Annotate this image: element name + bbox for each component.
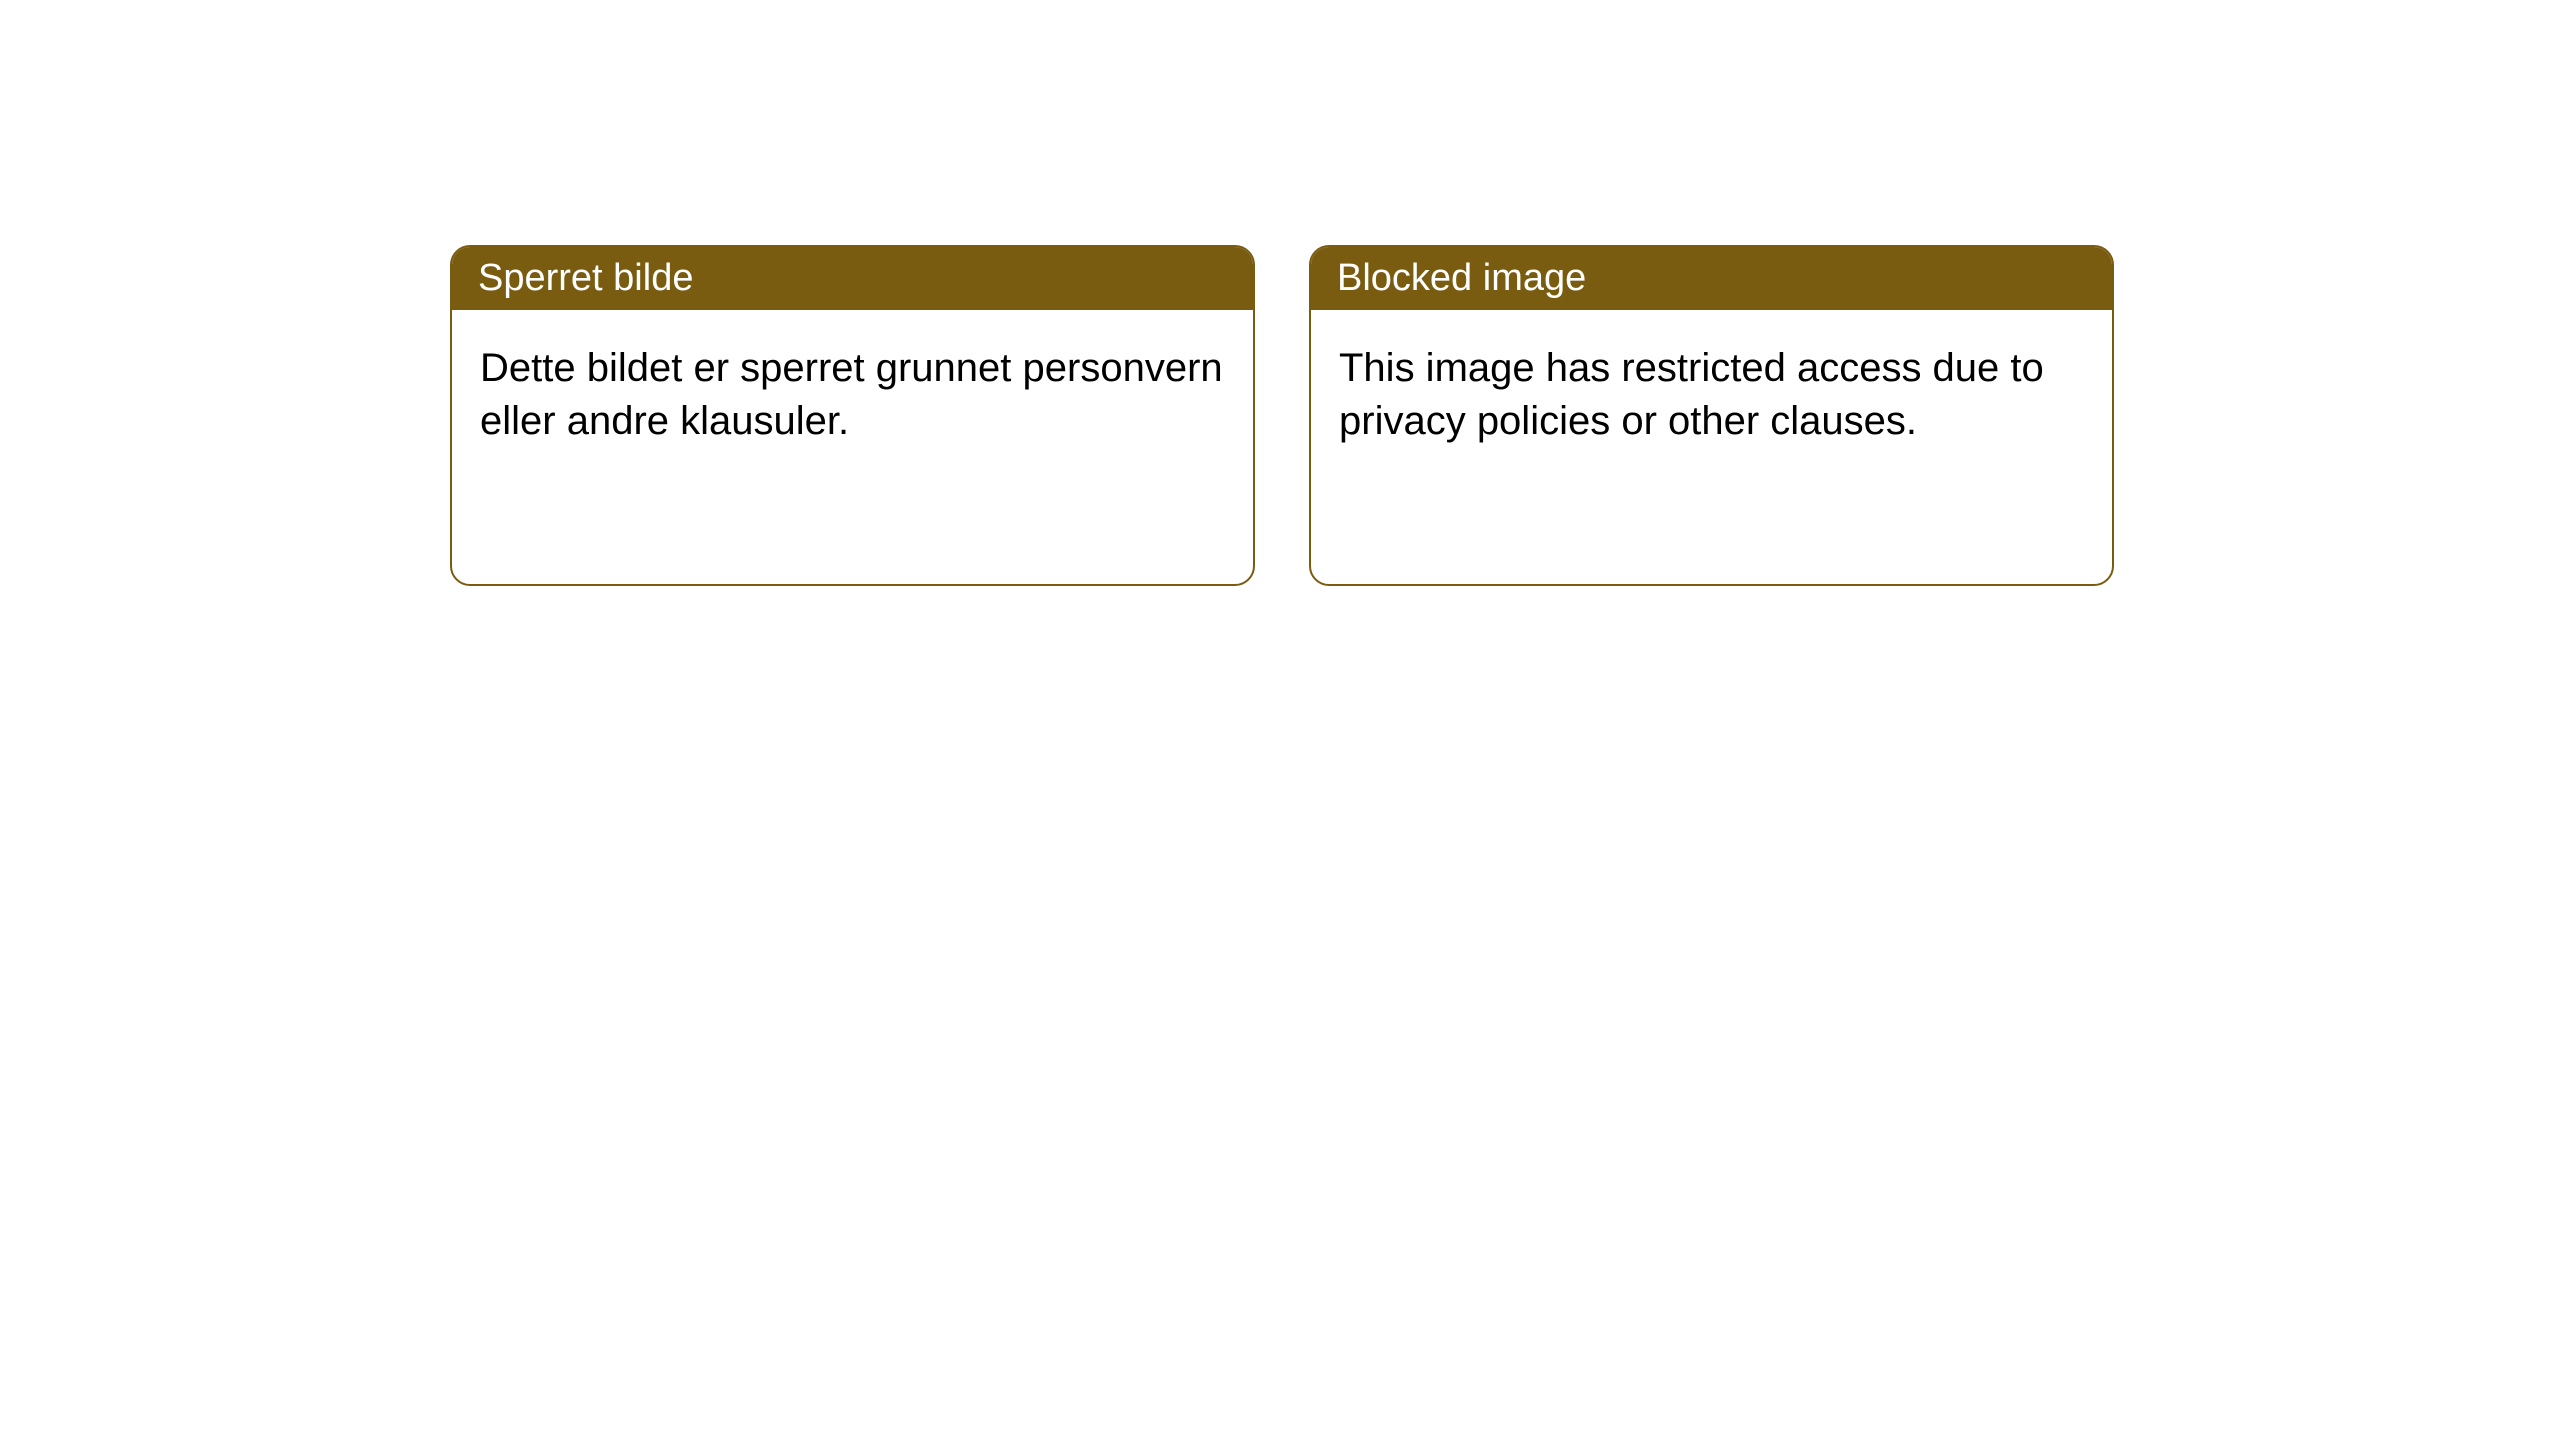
notice-card-header: Blocked image — [1311, 247, 2112, 310]
notice-card-header: Sperret bilde — [452, 247, 1253, 310]
notice-card-english: Blocked image This image has restricted … — [1309, 245, 2114, 586]
notice-message: Dette bildet er sperret grunnet personve… — [480, 346, 1223, 443]
notice-title: Blocked image — [1337, 257, 1586, 299]
notice-card-norwegian: Sperret bilde Dette bildet er sperret gr… — [450, 245, 1255, 586]
notice-title: Sperret bilde — [478, 257, 693, 299]
notice-container: Sperret bilde Dette bildet er sperret gr… — [450, 245, 2114, 586]
notice-message: This image has restricted access due to … — [1339, 346, 2044, 443]
notice-card-body: This image has restricted access due to … — [1311, 310, 2112, 584]
notice-card-body: Dette bildet er sperret grunnet personve… — [452, 310, 1253, 584]
